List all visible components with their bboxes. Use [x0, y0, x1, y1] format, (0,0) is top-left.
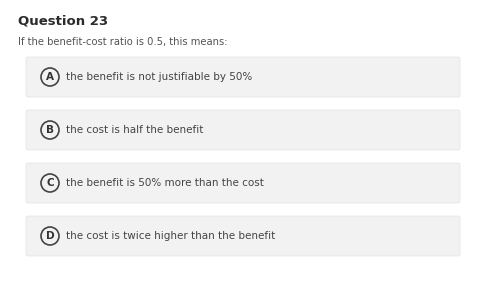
Text: C: C — [46, 178, 54, 188]
Text: Question 23: Question 23 — [18, 14, 108, 27]
FancyBboxPatch shape — [26, 110, 460, 150]
FancyBboxPatch shape — [26, 216, 460, 256]
Text: If the benefit-cost ratio is 0.5, this means:: If the benefit-cost ratio is 0.5, this m… — [18, 37, 227, 47]
FancyBboxPatch shape — [26, 163, 460, 203]
Text: the cost is half the benefit: the cost is half the benefit — [66, 125, 203, 135]
Text: B: B — [46, 125, 54, 135]
Text: the benefit is 50% more than the cost: the benefit is 50% more than the cost — [66, 178, 264, 188]
FancyBboxPatch shape — [26, 57, 460, 97]
Text: the benefit is not justifiable by 50%: the benefit is not justifiable by 50% — [66, 72, 252, 82]
Text: the cost is twice higher than the benefit: the cost is twice higher than the benefi… — [66, 231, 275, 241]
Text: D: D — [46, 231, 54, 241]
Text: A: A — [46, 72, 54, 82]
